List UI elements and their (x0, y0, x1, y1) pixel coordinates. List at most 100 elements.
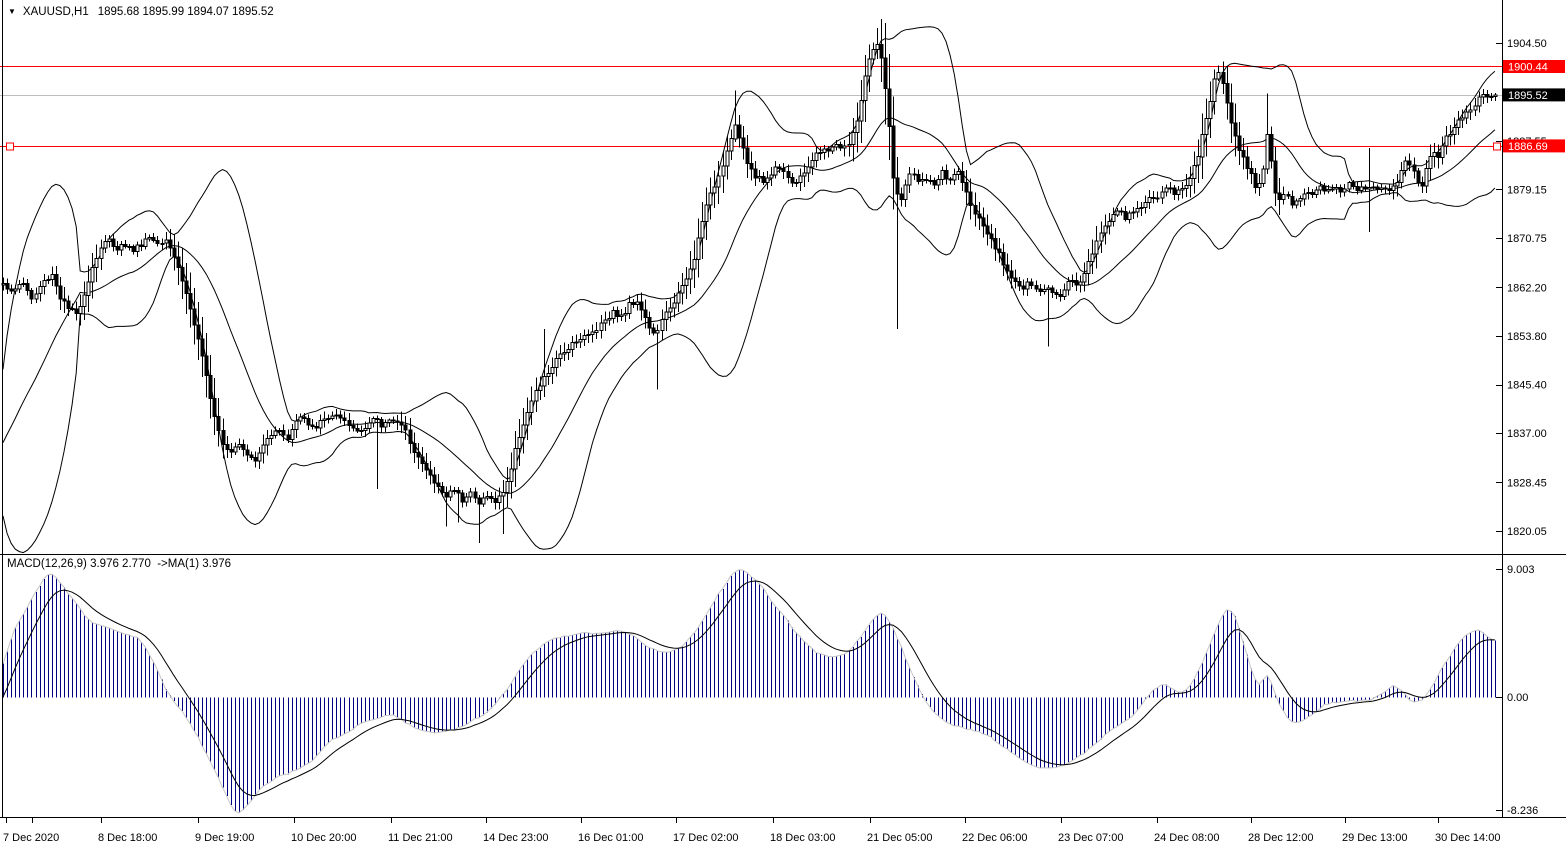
candle-body (627, 302, 632, 314)
candle-body (221, 429, 226, 446)
macd-indicator-label: MACD(12,26,9) 3.976 2.770 ->MA(1) 3.976 (7, 558, 232, 570)
candle-body (306, 417, 311, 426)
symbol-dropdown-icon[interactable]: ▼ (8, 6, 16, 16)
candle-body (1034, 284, 1039, 290)
candle-body (172, 247, 177, 258)
candle-body (9, 288, 14, 292)
candle-body (1005, 264, 1010, 272)
candle-body (529, 400, 534, 414)
level-line-handle[interactable] (1493, 142, 1501, 151)
candle-body (1412, 164, 1417, 172)
candle-body (1347, 182, 1352, 190)
candle-body (302, 416, 307, 419)
candle-body (1269, 134, 1274, 162)
candle-body (899, 193, 904, 200)
time-tick-label: 30 Dec 14:00 (1435, 832, 1500, 844)
candle-body (1460, 117, 1465, 121)
candle-body (225, 444, 230, 451)
candle-body (538, 385, 543, 391)
candle-body (680, 285, 685, 294)
candle-body (964, 182, 969, 193)
candle-body (62, 298, 67, 302)
candle-body (1298, 198, 1303, 202)
candle-body (1395, 181, 1400, 187)
candle-body (245, 449, 250, 456)
candle-body (777, 166, 782, 170)
candle-body (1326, 189, 1331, 192)
candle-body (1375, 186, 1380, 190)
candle-body (1139, 207, 1144, 209)
candle-body (1456, 119, 1461, 128)
candle-body (497, 495, 502, 504)
candle-body (395, 420, 400, 423)
candle-body (1237, 135, 1242, 151)
candle-body (542, 376, 547, 387)
macd-tick-label: -8.236 (1507, 805, 1538, 817)
candle-body (1021, 285, 1026, 290)
candle-body (473, 491, 478, 499)
candle-body (1221, 71, 1226, 84)
candle-body (1261, 168, 1266, 184)
candle-body (635, 301, 640, 305)
candle-body (619, 314, 624, 317)
candle-body (318, 420, 323, 429)
candle-body (668, 307, 673, 313)
candle-body (277, 429, 282, 432)
candle-body (1046, 287, 1051, 291)
candle-body (257, 452, 262, 462)
candle-body (70, 308, 75, 310)
candle-body (322, 418, 327, 422)
candle-body (420, 456, 425, 464)
candle-body (208, 374, 213, 399)
candle-body (119, 243, 124, 251)
candle-body (1485, 94, 1490, 98)
candle-body (403, 424, 408, 431)
candle-body (1314, 189, 1319, 196)
candle-body (464, 496, 469, 503)
candle-body (1168, 187, 1173, 190)
candle-body (489, 496, 494, 500)
price-badge-label: 1886.69 (1508, 141, 1548, 153)
candle-body (814, 152, 819, 161)
candle-body (513, 448, 518, 470)
candle-body (147, 237, 152, 240)
ohlc-readout: 1895.68 1895.99 1894.07 1895.52 (97, 6, 274, 18)
candle-body (1225, 82, 1230, 104)
candle-body (1306, 191, 1311, 195)
candle-body (802, 172, 807, 177)
candle-body (1403, 160, 1408, 171)
candle-body (444, 492, 449, 498)
price-axis[interactable]: 1904.501887.551879.151870.751862.201853.… (1496, 38, 1547, 817)
candle-body (1440, 145, 1445, 159)
candle-body (920, 179, 925, 182)
bollinger-middle-band (2, 117, 1496, 494)
candle-body (38, 286, 43, 295)
candle-body (1054, 291, 1059, 295)
candle-body (347, 419, 352, 426)
candle-body (826, 148, 831, 152)
candle-body (107, 238, 112, 243)
candle-body (623, 312, 628, 316)
candle-body (1281, 194, 1286, 200)
price-badges: 1900.44 1895.52 1886.69 (1503, 60, 1565, 153)
macd-pane[interactable] (2, 569, 1496, 814)
candle-body (1123, 210, 1128, 220)
candle-body (1464, 111, 1469, 119)
candle-body (505, 481, 510, 494)
candle-body (1391, 185, 1396, 192)
level-line-handle[interactable] (6, 142, 14, 151)
candle-body (212, 397, 217, 417)
candle-body (1042, 289, 1047, 292)
time-tick-label: 8 Dec 18:00 (98, 832, 157, 844)
candle-body (1436, 152, 1441, 159)
candle-body (25, 282, 30, 292)
time-axis[interactable]: 7 Dec 2020 8 Dec 18:00 9 Dec 19:00 10 Dec 2… (3, 818, 1500, 844)
candle-body (590, 331, 595, 336)
candle-body (1342, 188, 1347, 193)
candle-body (688, 268, 693, 280)
candle-body (412, 442, 417, 453)
bollinger-lower-band (2, 187, 1496, 554)
candle-body (493, 498, 498, 504)
candle-body (46, 279, 51, 282)
